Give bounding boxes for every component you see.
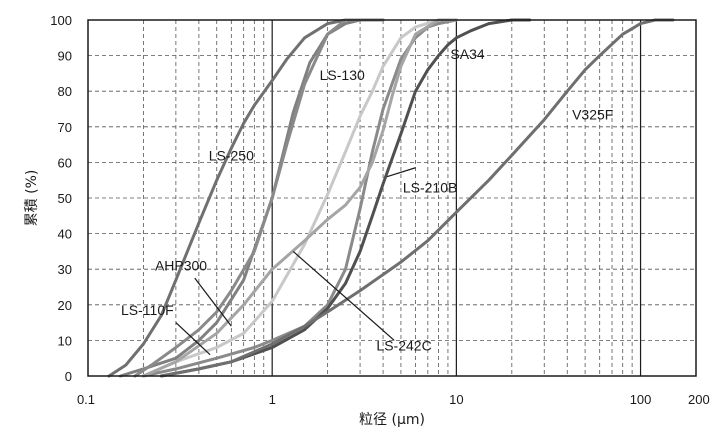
y-tick-label: 90 [58, 49, 72, 64]
series-line-ls-250 [107, 18, 385, 378]
series-line-v325f [159, 18, 675, 378]
series-label-ls-242c: LS-242C [376, 338, 431, 354]
series-label-sa34: SA34 [450, 46, 484, 62]
leader-line-ls-110f [175, 322, 211, 356]
y-tick-label: 50 [58, 191, 72, 206]
y-tick-label: 40 [58, 227, 72, 242]
x-axis-title: 粒径 (μm) [359, 412, 425, 428]
leader-line-ahp300 [194, 277, 232, 327]
tick-labels: 0 10 20 30 40 50 60 70 80 90 100 0.1 1 10 100 200 [50, 13, 709, 407]
series-lines [107, 18, 675, 378]
y-tick-label: 10 [58, 333, 72, 348]
x-tick-label: 100 [630, 392, 652, 407]
series-annotations: LS-250 LS-130 SA34 V325F LS-210B AHP300 LS-110… [121, 46, 613, 356]
leader-line-ls-242c [292, 250, 395, 341]
y-tick-label: 20 [58, 298, 72, 313]
series-label-ls-130: LS-130 [320, 67, 365, 83]
y-tick-label: 70 [58, 120, 72, 135]
y-tick-label: 30 [58, 262, 72, 277]
x-tick-label: 10 [449, 392, 463, 407]
x-tick-label: 0.1 [77, 392, 95, 407]
series-label-ls-110f: LS-110F [121, 302, 174, 318]
series-label-ls-250: LS-250 [209, 147, 254, 163]
x-tick-label: 1 [269, 392, 276, 407]
y-axis-title: 累積 (%) [24, 170, 40, 227]
series-label-ls-210b: LS-210B [403, 179, 457, 195]
x-tick-label: 200 [688, 392, 710, 407]
y-tick-label: 60 [58, 155, 72, 170]
plot-frame [87, 19, 697, 377]
series-line-ls-110f [141, 18, 458, 378]
y-tick-label: 80 [58, 84, 72, 99]
series-line-sa34 [159, 18, 532, 378]
y-tick-label: 0 [65, 369, 72, 384]
leader-line-ls-210b [386, 167, 416, 178]
series-line-ahp300 [133, 18, 362, 378]
series-label-v325f: V325F [572, 106, 613, 122]
series-label-ahp300: AHP300 [155, 258, 207, 274]
y-tick-label: 100 [50, 13, 72, 28]
series-line-ls-242c [141, 18, 458, 378]
series-line-ls-210b [141, 18, 458, 378]
